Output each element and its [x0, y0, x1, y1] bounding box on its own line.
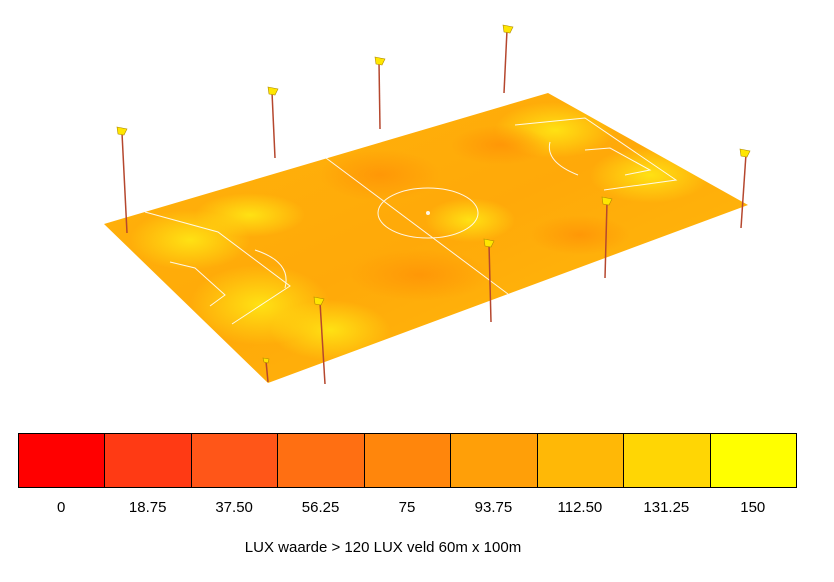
caption-text: LUX waarde > 120 LUX veld 60m x 100m — [244, 539, 522, 556]
goal-box-right — [584, 147, 652, 176]
legend-swatch — [104, 433, 192, 488]
light-pole — [483, 238, 495, 323]
center-spot — [426, 211, 430, 215]
penalty-box-right — [514, 117, 678, 191]
light-pole — [267, 86, 279, 159]
legend-label: 37.50 — [215, 499, 253, 516]
legend-swatch — [450, 433, 538, 488]
penalty-arc-left — [254, 249, 287, 289]
light-pole — [374, 56, 386, 130]
legend-swatch — [709, 433, 797, 488]
field-markings — [144, 117, 678, 325]
light-pole — [116, 126, 128, 234]
light-pole — [739, 148, 751, 229]
legend-label: 131.25 — [643, 499, 690, 516]
legend-label: 18.75 — [128, 499, 167, 516]
football-field-illuminance-scene — [104, 24, 751, 385]
caption: LUX waarde > 120 LUX veld 60m x 100m — [0, 539, 834, 556]
goal-box-left — [169, 261, 226, 307]
halfway-line — [325, 157, 509, 295]
center-circle — [377, 187, 479, 239]
legend-swatch — [363, 433, 452, 488]
light-pole — [313, 296, 326, 385]
legend-label: 75 — [398, 499, 416, 516]
legend-label: 93.75 — [474, 499, 513, 516]
legend-swatch — [623, 433, 711, 488]
penalty-box-left — [144, 211, 291, 325]
lux-color-legend — [18, 433, 797, 489]
legend-label: 0 — [57, 499, 66, 516]
legend-label: 56.25 — [301, 499, 340, 516]
legend-swatch — [277, 433, 365, 488]
light-pole — [262, 357, 270, 383]
light-poles — [116, 24, 751, 385]
legend-swatch — [190, 433, 279, 488]
light-pole — [601, 196, 613, 279]
legend-swatch — [18, 433, 106, 488]
light-pole — [502, 24, 514, 94]
penalty-arc-right — [548, 141, 579, 176]
illuminance-heatmap — [130, 102, 710, 360]
legend-label: 150 — [740, 499, 766, 516]
legend-swatch — [536, 433, 625, 488]
legend-label: 112.50 — [557, 499, 603, 516]
